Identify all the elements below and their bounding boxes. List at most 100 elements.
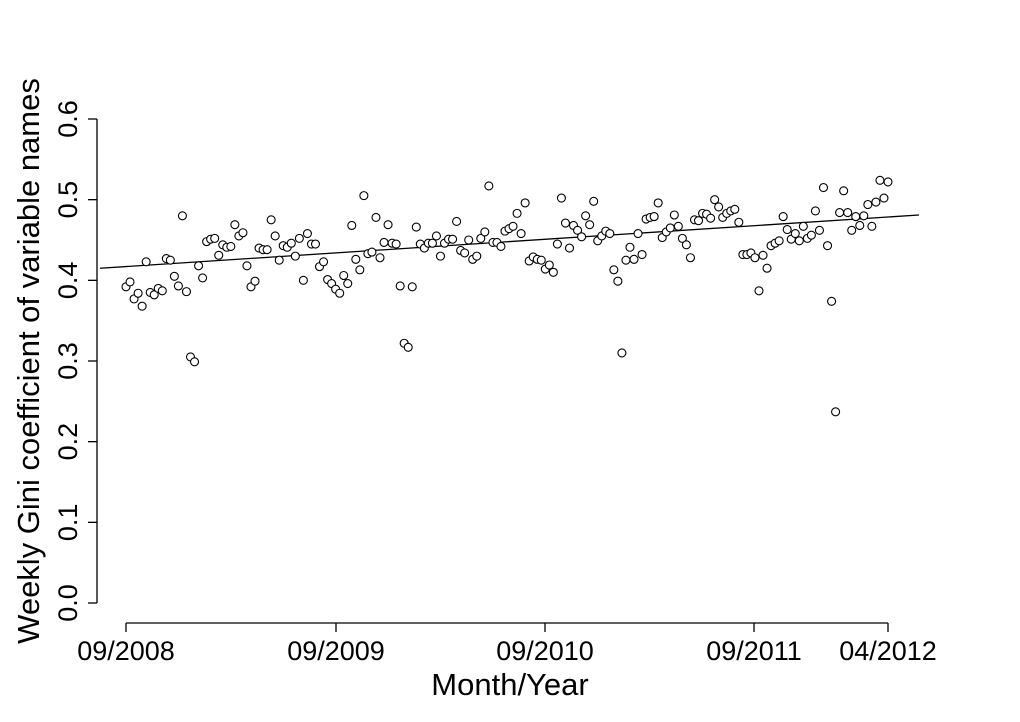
data-point [343,279,353,289]
x-tick-label: 04/2012 [839,636,937,666]
data-point [242,261,252,271]
data-point [552,239,562,249]
data-point [560,218,571,228]
data-point [637,249,647,260]
data-point [133,288,143,298]
data-point [847,225,857,235]
data-point [649,212,659,222]
data-point [564,243,575,253]
data-point [790,228,800,239]
x-tick-label: 09/2009 [287,636,385,666]
y-tick-label: 0.2 [53,423,83,461]
data-point [302,228,312,239]
data-point [714,202,724,212]
data-point [367,247,377,257]
y-axis: 0.0 0.1 0.2 0.3 0.4 0.5 0.6 [53,100,98,622]
data-point [730,204,740,214]
data-point [782,224,792,235]
data-point [621,255,631,265]
data-point [238,228,248,238]
data-point [798,221,808,231]
data-point [290,251,300,261]
data-point [778,212,788,222]
data-point [879,193,889,203]
data-point [814,225,825,235]
data-point [556,193,566,203]
data-point [605,228,615,239]
y-tick-label: 0.0 [53,584,83,622]
data-point [262,245,272,255]
data-point [859,211,869,221]
data-point [355,265,365,275]
data-point [693,216,704,226]
data-points [121,175,893,417]
data-point [181,287,192,297]
data-point [681,240,691,250]
data-point [734,217,744,227]
data-point [706,213,716,223]
data-point [581,211,591,221]
data-point [520,198,530,208]
data-point [512,208,522,218]
data-point [411,222,421,232]
data-point [883,177,893,187]
data-point [177,211,187,221]
data-point [226,241,236,252]
data-point [480,227,490,237]
data-point [274,255,284,265]
data-point [250,276,260,286]
data-point [516,228,526,239]
data-point [472,251,482,261]
data-point [339,270,349,281]
data-point [435,251,446,261]
x-tick-label: 09/2011 [706,636,802,666]
data-point [750,253,760,263]
data-point [609,265,619,275]
data-point [476,233,486,243]
data-point [577,232,587,242]
data-point [871,197,881,207]
data-point [536,255,546,265]
data-point [508,221,518,231]
y-tick-label: 0.5 [53,181,83,219]
data-point [214,250,224,260]
data-point [875,175,885,185]
y-tick-label: 0.3 [53,342,83,380]
data-point [347,220,357,231]
data-point [371,212,381,222]
data-point [685,253,695,263]
data-point [855,220,865,231]
data-point [762,263,772,273]
data-point [835,208,845,218]
data-point [629,254,639,264]
y-tick-label: 0.4 [53,262,83,300]
data-point [774,236,784,246]
data-point [851,212,861,222]
x-tick-label: 09/2008 [77,636,175,666]
y-axis-title: Weekly Gini coefficient of variable name… [11,78,46,644]
data-point [298,275,308,285]
data-point [310,239,321,249]
data-point [625,242,635,252]
data-point [452,216,462,226]
data-point [427,238,437,248]
data-point [843,208,853,218]
data-point [794,236,804,246]
data-point [230,220,240,230]
data-point [484,181,494,191]
data-point [379,237,389,247]
y-tick-label: 0.1 [53,504,83,542]
data-point [810,206,820,216]
data-point [633,228,643,239]
data-point [165,255,175,265]
data-point [673,221,683,231]
x-tick-label: 09/2010 [496,636,594,666]
data-point [403,342,413,352]
data-point [210,233,220,243]
data-point [383,220,393,230]
data-point [448,234,458,244]
data-point [585,220,595,230]
data-point [573,225,583,235]
data-point [270,231,280,241]
data-point [827,296,837,306]
